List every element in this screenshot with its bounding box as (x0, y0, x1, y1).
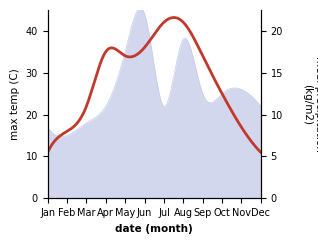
X-axis label: date (month): date (month) (115, 224, 193, 234)
Y-axis label: max temp (C): max temp (C) (10, 68, 20, 140)
Y-axis label: med. precipitation
(kg/m2): med. precipitation (kg/m2) (302, 56, 318, 152)
